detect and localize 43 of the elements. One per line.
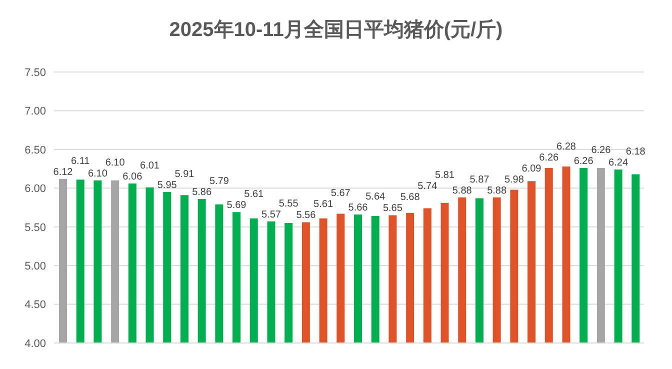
data-label: 5.56 (296, 210, 316, 222)
data-label: 5.66 (348, 202, 368, 214)
y-tick-label: 5.00 (24, 260, 46, 272)
data-label: 6.24 (608, 158, 628, 169)
y-tick-label: 6.00 (24, 183, 46, 196)
data-label: 6.10 (105, 157, 126, 168)
data-label: 6.26 (539, 152, 560, 164)
y-tick-label: 4.00 (24, 338, 46, 350)
data-label: 5.65 (382, 203, 403, 214)
data-label: 5.67 (330, 188, 351, 200)
data-label: 5.64 (366, 191, 386, 202)
data-label: 6.01 (140, 160, 160, 172)
data-label: 6.06 (122, 171, 143, 182)
y-tick-label: 6.50 (24, 144, 46, 156)
y-tick-label: 7.00 (24, 106, 46, 118)
data-label: 5.74 (418, 181, 438, 192)
data-label: 5.79 (209, 176, 230, 187)
data-label: 5.61 (314, 199, 334, 210)
y-tick-label: 5.50 (24, 222, 46, 234)
data-label: 5.61 (244, 189, 264, 200)
data-label: 5.98 (504, 174, 524, 186)
data-label: 5.91 (174, 169, 195, 180)
data-label: 5.86 (192, 186, 212, 198)
data-label: 5.68 (400, 192, 420, 204)
data-label: 6.09 (522, 163, 542, 174)
data-label: 5.95 (157, 180, 178, 192)
y-tick-label: 7.50 (24, 66, 46, 79)
data-label: 6.26 (574, 156, 594, 168)
data-label: 5.88 (487, 185, 507, 196)
chart-title: 2025年10-11月全国日平均猪价(元/斤) (168, 18, 504, 41)
data-label: 5.57 (262, 209, 282, 220)
data-label: 5.55 (278, 198, 299, 210)
data-label: 5.88 (452, 185, 472, 196)
data-label: 6.18 (626, 146, 646, 158)
data-label: 6.11 (70, 156, 90, 167)
data-label: 5.87 (470, 174, 490, 186)
data-label: 6.12 (53, 166, 74, 178)
data-label: 6.10 (88, 168, 108, 180)
data-label: 5.81 (435, 170, 455, 182)
data-label: 6.26 (591, 145, 612, 156)
data-label: 5.69 (226, 200, 247, 212)
y-tick-label: 4.50 (24, 299, 46, 312)
data-label: 6.28 (556, 141, 576, 152)
